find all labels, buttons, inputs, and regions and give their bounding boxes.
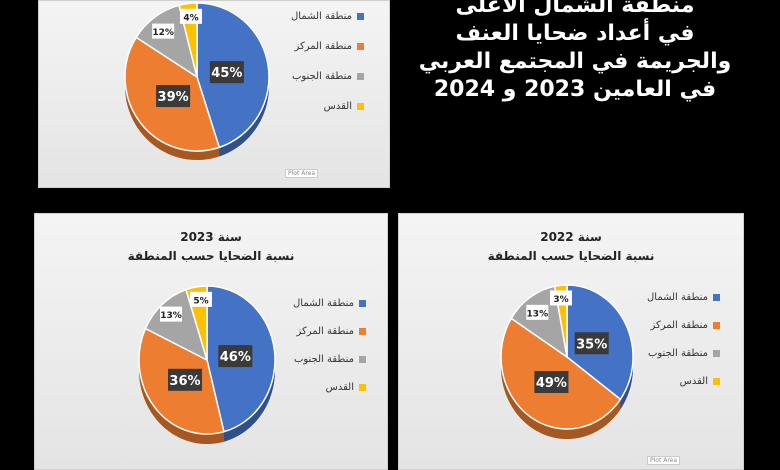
legend-item-south: منطقة الجنوب: [647, 346, 721, 360]
data-label-north: 45%: [209, 61, 244, 84]
data-label-text: 4%: [183, 13, 198, 23]
legend-label: منطقة المركز: [296, 325, 355, 337]
chart-subtitle-2022: سنة 2022: [540, 230, 602, 244]
legend-item-center: منطقة المركز: [293, 324, 367, 338]
chart-subtitle-2023: سنة 2023: [180, 230, 242, 244]
legend-swatch: [713, 349, 721, 357]
headline-line-4: في العامين 2023 و 2024: [433, 77, 717, 102]
legend-item-south: منطقة الجنوب: [293, 352, 367, 366]
legend-swatch: [713, 321, 721, 329]
data-label-box: [218, 345, 253, 368]
legend-item-north: منطقة الشمال: [647, 290, 721, 304]
plot-area-label: Plot Area: [647, 456, 681, 465]
data-label-north: 46%: [218, 345, 253, 368]
data-label-south: 13%: [160, 306, 183, 322]
pie-chart-panel-top: 45% 39% 12% 4% منطقة الشمال منطقة المركز منطق…: [38, 0, 390, 188]
legend-swatch: [713, 293, 721, 301]
data-label-quds: 5%: [190, 291, 212, 307]
pie-chart-2023: 46% 36% 13% 5%: [138, 285, 276, 444]
legend-item-north: منطقة الشمال: [291, 9, 365, 23]
data-label-text: 49%: [536, 376, 567, 391]
legend-swatch: [357, 72, 365, 80]
headline: منطقة الشمال الأعلى في أعداد ضحايا العنف…: [410, 0, 740, 140]
data-label-text: 36%: [169, 374, 200, 389]
data-label-box: [209, 61, 244, 84]
legend-item-south: منطقة الجنوب: [291, 69, 365, 83]
legend-swatch: [359, 355, 367, 363]
data-label-text: 3%: [553, 295, 568, 305]
data-label-north: 35%: [574, 332, 609, 355]
data-label-center: 36%: [167, 368, 202, 391]
headline-line-1: منطقة الشمال الأعلى: [455, 0, 695, 18]
legend-item-center: منطقة المركز: [291, 39, 365, 53]
chart-title-2022: نسبة الضحايا حسب المنطقة: [487, 249, 655, 263]
slice-center-side: [139, 328, 224, 444]
data-label-south: 12%: [152, 23, 175, 39]
legend-label: منطقة المركز: [650, 319, 709, 331]
legend-label: القدس: [325, 381, 355, 393]
data-label-box: [160, 306, 183, 322]
data-label-quds: 4%: [180, 8, 202, 24]
headline-line-2: في أعداد ضحايا العنف: [455, 21, 695, 46]
data-label-text: 13%: [160, 311, 182, 321]
data-label-box: [180, 8, 202, 24]
headline-line-3: والجريمة في المجتمع العربي: [418, 49, 732, 74]
data-label-box: [167, 368, 202, 391]
legend-label: القدس: [679, 375, 709, 387]
legend-item-quds: القدس: [647, 374, 721, 388]
legend-label: منطقة الجنوب: [291, 70, 353, 82]
data-label-box: [550, 290, 572, 306]
legend-swatch: [713, 377, 721, 385]
data-label-center: 49%: [534, 371, 569, 394]
pie-chart-top: 45% 39% 12% 4%: [124, 2, 270, 160]
legend-swatch: [359, 383, 367, 391]
data-label-center: 39%: [156, 85, 191, 108]
legend-swatch: [357, 102, 365, 110]
data-label-box: [190, 291, 212, 307]
data-label-quds: 3%: [550, 290, 572, 306]
legend-swatch: [357, 12, 365, 20]
legend-label: منطقة الجنوب: [647, 347, 709, 359]
legend-label: منطقة الشمال: [293, 297, 355, 309]
legend-label: منطقة الشمال: [291, 10, 353, 22]
data-label-text: 39%: [158, 90, 189, 105]
data-label-text: 46%: [220, 350, 251, 365]
data-label-text: 5%: [193, 296, 208, 306]
legend-swatch: [359, 299, 367, 307]
pie-chart-panel-2022: سنة 2022 نسبة الضحايا حسب المنطقة 35% 49%…: [398, 213, 744, 470]
legend-swatch: [357, 42, 365, 50]
pie-chart-panel-2023: سنة 2023 نسبة الضحايا حسب المنطقة 46% 36%…: [34, 213, 388, 470]
data-label-box: [526, 304, 549, 320]
legend-2022: منطقة الشمال منطقة المركز منطقة الجنوب القد…: [647, 290, 721, 402]
legend-item-north: منطقة الشمال: [293, 296, 367, 310]
legend-label: القدس: [323, 100, 353, 112]
legend-swatch: [359, 327, 367, 335]
legend-label: منطقة الشمال: [647, 291, 709, 303]
data-label-text: 12%: [152, 28, 174, 38]
plot-area-label: Plot Area: [285, 169, 319, 178]
legend-item-quds: القدس: [291, 99, 365, 113]
data-label-text: 13%: [527, 309, 549, 319]
data-label-text: 45%: [211, 66, 242, 81]
data-label-box: [574, 332, 609, 355]
pie-chart-2022: 35% 49% 13% 3%: [500, 284, 634, 439]
data-label-box: [152, 23, 175, 39]
data-label-box: [534, 371, 569, 394]
data-label-box: [156, 85, 191, 108]
legend-label: منطقة الجنوب: [293, 353, 355, 365]
chart-title-2023: نسبة الضحايا حسب المنطقة: [127, 249, 295, 263]
legend-item-center: منطقة المركز: [647, 318, 721, 332]
legend-top: منطقة الشمال منطقة المركز منطقة الجنوب القد…: [291, 9, 365, 129]
legend-item-quds: القدس: [293, 380, 367, 394]
data-label-south: 13%: [526, 304, 549, 320]
legend-2023: منطقة الشمال منطقة المركز منطقة الجنوب القد…: [293, 296, 367, 408]
legend-label: منطقة المركز: [294, 40, 353, 52]
data-label-text: 35%: [576, 337, 607, 352]
